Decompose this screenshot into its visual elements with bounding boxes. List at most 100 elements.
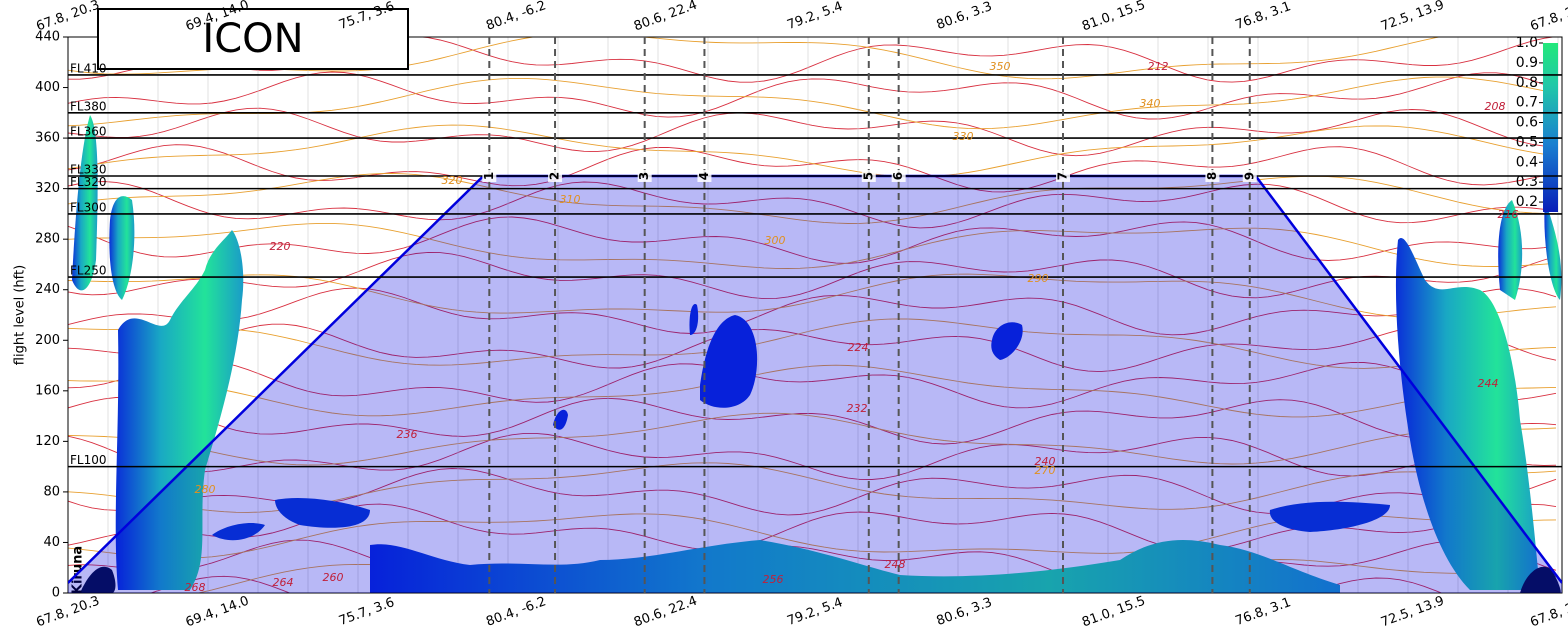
- temperature-label: 236: [397, 428, 418, 441]
- x-tick-label-top: 72.5, 13.9: [1379, 0, 1446, 34]
- theta-label: 300: [765, 234, 786, 247]
- x-tick-label-top: 67.8, 20.3: [1528, 0, 1568, 34]
- flight-level-label: FL360: [70, 125, 107, 139]
- waypoint-marker: [697, 170, 712, 182]
- waypoint-label: 7: [1056, 172, 1070, 180]
- colorbar-label: 0.3: [1516, 174, 1538, 190]
- temperature-label: 232: [847, 402, 868, 415]
- waypoint-marker: [1205, 170, 1220, 182]
- waypoint-label: 8: [1205, 172, 1219, 180]
- x-tick-label: 80.6, 3.3: [935, 595, 995, 629]
- plot-frame: [67, 36, 1563, 594]
- colorbar-label: 0.6: [1516, 115, 1538, 131]
- temperature-contour: [68, 71, 1557, 120]
- theta-contour: [68, 124, 1557, 178]
- waypoint-marker: [637, 170, 652, 182]
- flight-level-label: FL330: [70, 163, 107, 177]
- y-tick-label: 200: [35, 333, 60, 348]
- cloud-fields: [72, 115, 1562, 593]
- x-tick-label: 72.5, 13.9: [1379, 594, 1446, 629]
- waypoint-label: 5: [861, 172, 875, 180]
- waypoint-label: 1: [482, 172, 496, 180]
- waypoint-label: 3: [637, 172, 651, 180]
- colorbar: 1.0 0.9 0.8 0.7 0.6 0.5 0.4 0.3 0.2: [1516, 35, 1558, 212]
- temperature-label: 264: [273, 576, 294, 589]
- temperature-label: 244: [1478, 377, 1499, 390]
- y-tick-label: 120: [35, 434, 60, 449]
- waypoint-marker: [891, 170, 906, 182]
- temperature-label: 248: [885, 558, 906, 571]
- x-tick-label-top: 76.8, 3.1: [1233, 0, 1293, 33]
- theta-label: 320: [442, 174, 463, 187]
- colorbar-label: 0.2: [1516, 194, 1538, 210]
- waypoint-label: 9: [1242, 172, 1256, 180]
- temperature-label: 224: [848, 341, 869, 354]
- colorbar-label: 0.9: [1516, 55, 1538, 71]
- colorbar-label: 0.7: [1516, 95, 1538, 111]
- waypoint-label: 4: [697, 172, 711, 180]
- theta-label: 290: [1028, 272, 1049, 285]
- waypoint-label: 6: [891, 172, 905, 180]
- temperature-label: 268: [185, 581, 206, 594]
- temperature-label: 220: [270, 240, 291, 253]
- waypoint-marker: [482, 170, 497, 182]
- y-tick-label: 440: [35, 30, 60, 45]
- y-tick-label: 400: [35, 80, 60, 95]
- x-tick-label: 80.4, -6.2: [484, 594, 548, 629]
- y-tick-label: 360: [35, 131, 60, 146]
- theta-label: 330: [953, 130, 974, 143]
- y-tick-label: 80: [43, 484, 60, 499]
- temperature-label: 240: [1035, 455, 1056, 468]
- waypoint-marker: [548, 170, 563, 182]
- y-tick-label: 240: [35, 282, 60, 297]
- theta-label: 340: [1140, 97, 1161, 110]
- x-tick-label-top: 79.2, 5.4: [785, 0, 845, 33]
- x-tick-label: 75.7, 3.6: [337, 595, 397, 629]
- x-tick-label: 79.2, 5.4: [785, 595, 845, 629]
- theta-label: 270: [1035, 464, 1056, 477]
- flight-level-label: FL100: [70, 453, 107, 467]
- start-label: Kiruna: [71, 546, 86, 594]
- theta-label: 310: [560, 193, 581, 206]
- model-box: [97, 8, 409, 70]
- waypoint-label: 2: [548, 172, 562, 180]
- y-tick-label: 40: [43, 535, 60, 550]
- colorbar-label: 0.4: [1516, 154, 1538, 170]
- waypoint-marker: [861, 170, 876, 182]
- x-tick-label: 80.6, 22.4: [632, 594, 699, 629]
- colorbar-label: 0.5: [1516, 134, 1538, 150]
- x-tick-label: 81.0, 15.5: [1080, 594, 1147, 629]
- flight-level-label: FL300: [70, 200, 107, 214]
- x-tick-label: 76.8, 3.1: [1233, 595, 1293, 629]
- temperature-label: 216: [1498, 208, 1519, 221]
- model-label: ICON: [202, 16, 303, 62]
- plot-layer: [68, 174, 1562, 593]
- x-tick-label: 67.8, 20.3: [34, 594, 101, 629]
- x-tick-label-top: 81.0, 15.5: [1080, 0, 1147, 34]
- y-tick-label: 280: [35, 232, 60, 247]
- temperature-label: 260: [323, 571, 344, 584]
- temperature-label: 256: [763, 573, 784, 586]
- x-tick-label-top: 67.8, 20.3: [34, 0, 101, 34]
- waypoint-marker: [1056, 170, 1071, 182]
- x-tick-label: 67.8, 20.3: [1528, 594, 1568, 629]
- flight-level-label: FL410: [70, 61, 107, 75]
- theta-label: 280: [195, 483, 216, 496]
- x-tick-label-top: 80.6, 22.4: [632, 0, 699, 34]
- x-tick-label-top: 80.4, -6.2: [484, 0, 548, 34]
- temperature-contour: [68, 107, 1557, 157]
- y-tick-label: 160: [35, 383, 60, 398]
- y-tick-label: 320: [35, 181, 60, 196]
- flight-path-area: [68, 176, 1562, 593]
- colorbar-label: 0.8: [1516, 75, 1538, 91]
- flight-level-label: FL380: [70, 99, 107, 113]
- temperature-label: 208: [1485, 100, 1506, 113]
- waypoint-marker: [1242, 170, 1257, 182]
- colorbar-label: 1.0: [1516, 35, 1538, 51]
- x-tick-label: 69.4, 14.0: [184, 594, 251, 629]
- colorbar-ramp: [1543, 43, 1558, 212]
- y-axis-label: flight level (hft): [13, 265, 28, 365]
